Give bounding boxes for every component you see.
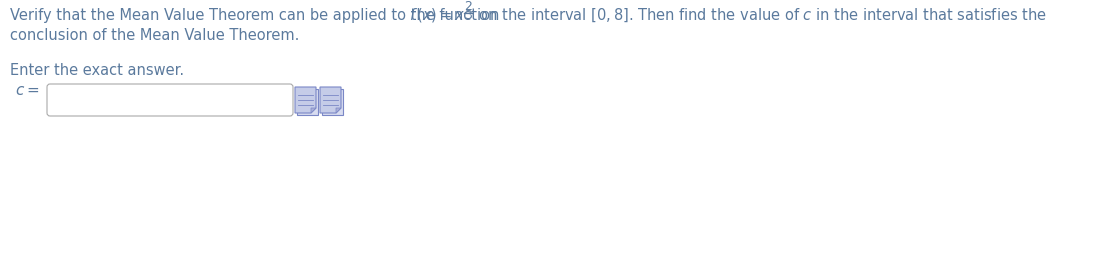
Text: $c =$: $c =$ — [14, 83, 39, 98]
Text: $f\,(x) = x$: $f\,(x) = x$ — [410, 6, 465, 24]
Polygon shape — [321, 87, 341, 113]
Text: on the interval $[0, 8]$. Then find the value of $c$ in the interval that satisf: on the interval $[0, 8]$. Then find the … — [474, 7, 1047, 24]
Text: 3: 3 — [464, 9, 472, 22]
Text: Verify that the Mean Value Theorem can be applied to the function: Verify that the Mean Value Theorem can b… — [10, 8, 504, 23]
Polygon shape — [336, 108, 341, 113]
Polygon shape — [311, 108, 316, 113]
FancyBboxPatch shape — [322, 89, 343, 115]
Text: conclusion of the Mean Value Theorem.: conclusion of the Mean Value Theorem. — [10, 28, 299, 43]
Text: Enter the exact answer.: Enter the exact answer. — [10, 63, 184, 78]
FancyBboxPatch shape — [297, 89, 318, 115]
Polygon shape — [295, 87, 316, 113]
Text: 2: 2 — [464, 0, 472, 13]
FancyBboxPatch shape — [47, 84, 293, 116]
